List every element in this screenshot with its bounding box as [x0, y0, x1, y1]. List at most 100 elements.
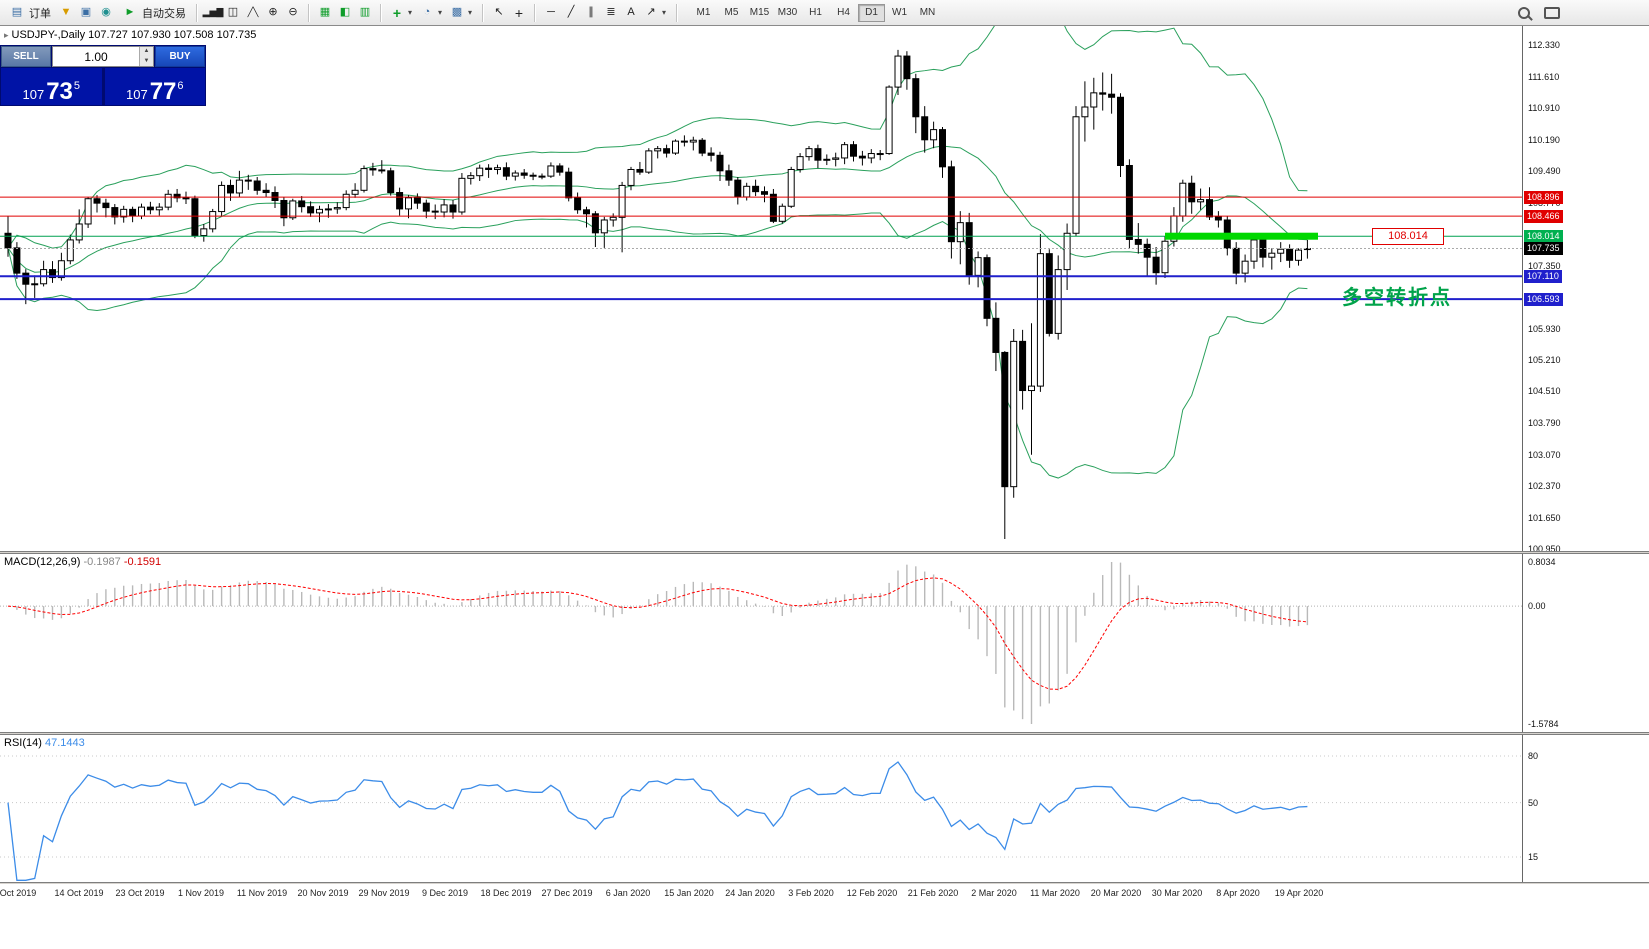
timeframe-button-mn[interactable]: MN	[914, 4, 941, 22]
chevron-down-icon[interactable]: ▾	[468, 8, 473, 17]
volume-spinner: ▲ ▼	[139, 47, 153, 66]
macd-panel[interactable]: MACD(12,26,9) -0.1987 -0.1591	[0, 554, 1522, 732]
panel-splitter[interactable]	[0, 732, 1649, 735]
toolbar-separator	[196, 3, 198, 22]
timeframe-group: M1 M5 M15 M30 H1 H4 D1 W1 MN	[690, 3, 941, 22]
pivot-note-annotation[interactable]: 多空转折点	[1342, 287, 1452, 309]
rsi-axis-label: 50	[1528, 797, 1539, 808]
timeframe-button-w1[interactable]: W1	[886, 4, 913, 22]
date-label: 1 Nov 2019	[177, 888, 225, 898]
timeframe-button-m30[interactable]: M30	[774, 4, 801, 22]
crosshair-icon[interactable]: +	[514, 4, 524, 21]
price-tick: 105.930	[1528, 323, 1561, 334]
volume-increase-button[interactable]: ▲	[140, 47, 153, 57]
cursor-icon[interactable]: ↖	[494, 6, 504, 18]
timeframe-button-h1[interactable]: H1	[802, 4, 829, 22]
cascade-windows-icon[interactable]: ▥	[359, 6, 371, 18]
macd-chart[interactable]	[0, 554, 1522, 732]
grid-icon[interactable]: ▦	[319, 6, 331, 18]
toolbar-separator	[534, 3, 536, 22]
rsi-axis-label: 80	[1528, 751, 1539, 761]
timeframe-button-m5[interactable]: M5	[718, 4, 745, 22]
period-dropdown-icon[interactable]: ◔	[423, 6, 431, 18]
date-label: 30 Mar 2020	[1151, 888, 1203, 898]
buy-button[interactable]: BUY	[155, 46, 205, 67]
template-dropdown-icon[interactable]: ▩	[451, 6, 463, 18]
timeframe-button-h4[interactable]: H4	[830, 4, 857, 22]
date-label: 3 Feb 2020	[788, 888, 834, 898]
timeframe-button-d1[interactable]: D1	[858, 3, 885, 22]
fibonacci-tool-icon[interactable]: ≣	[606, 6, 616, 18]
timeframe-button-m1[interactable]: M1	[690, 4, 717, 22]
price-tick: 107.350	[1528, 260, 1561, 271]
zoom-out-icon[interactable]: ⊖	[288, 6, 298, 18]
date-label: 15 Jan 2020	[664, 888, 714, 898]
sell-price-display[interactable]: 107 73 5	[1, 68, 102, 105]
autotrading-label: 自动交易	[142, 7, 186, 20]
price-level-annotation[interactable]: 108.014	[1372, 228, 1444, 246]
price-axis[interactable]: 112.330111.610110.910110.190109.490108.7…	[1522, 26, 1649, 551]
volume-decrease-button[interactable]: ▼	[140, 56, 153, 66]
line-chart-icon[interactable]: ╱╲	[247, 7, 259, 17]
date-label: 8 Apr 2020	[1216, 888, 1260, 898]
tile-windows-icon[interactable]: ◧	[339, 6, 351, 18]
date-label: 18 Dec 2019	[480, 888, 532, 898]
chevron-down-icon[interactable]: ▾	[438, 8, 443, 17]
autotrading-button[interactable]: ► 自动交易	[117, 2, 190, 24]
chat-icon[interactable]	[1543, 4, 1561, 22]
profile-icon[interactable]: ▣	[80, 6, 92, 18]
macd-label: MACD(12,26,9) -0.1987 -0.1591	[4, 556, 162, 568]
rsi-panel[interactable]: RSI(14) 47.1443	[0, 735, 1522, 882]
panel-splitter[interactable]	[0, 551, 1649, 554]
price-tick: 104.510	[1528, 386, 1561, 397]
price-tag: 106.593	[1524, 292, 1563, 306]
one-click-trading-widget: SELL 1.00 ▲ ▼ BUY 107 73 5 107 77 6	[0, 45, 206, 106]
rsi-chart[interactable]	[0, 735, 1522, 882]
price-tick: 102.370	[1528, 481, 1561, 492]
chevron-down-icon[interactable]: ▾	[662, 8, 667, 17]
date-label: 19 Apr 2020	[1274, 888, 1324, 898]
sell-button[interactable]: SELL	[1, 46, 51, 67]
price-tick: 103.790	[1528, 418, 1561, 429]
candlestick-icon[interactable]: ◫	[227, 6, 239, 18]
price-tick: 111.610	[1528, 71, 1560, 82]
text-tool-icon[interactable]: A	[627, 6, 635, 18]
date-label: 6 Jan 2020	[605, 888, 651, 898]
date-axis[interactable]: Oct 2019 14 Oct 2019 23 Oct 2019 1 Nov 2019…	[0, 884, 1649, 904]
arrow-tool-icon[interactable]: ↗	[646, 6, 656, 18]
buy-price-display[interactable]: 107 77 6	[104, 68, 205, 105]
volume-value: 1.00	[84, 49, 108, 64]
price-tick: 110.910	[1528, 102, 1560, 113]
funnel-icon[interactable]: ▼	[60, 6, 72, 18]
trendline-tool-icon[interactable]: ╱	[567, 6, 575, 18]
panel-splitter[interactable]	[0, 882, 1649, 884]
date-label: 12 Feb 2020	[846, 888, 898, 898]
date-label: 21 Feb 2020	[907, 888, 959, 898]
price-tick: 105.210	[1528, 355, 1561, 366]
play-icon: ►	[124, 6, 136, 18]
timeframe-button-m15[interactable]: M15	[746, 4, 773, 22]
symbol-ohlc-text: USDJPY-,Daily 107.727 107.930 107.508 10…	[11, 29, 257, 41]
date-label: 9 Dec 2019	[421, 888, 469, 898]
top-toolbar: ▤ 订单 ▼ ▣ ◉ ► 自动交易 ▂▅▇ ◫ ╱╲ ⊕ ⊖ ▦ ◧ ▥ + ▾…	[0, 0, 1649, 26]
date-label: 24 Jan 2020	[725, 888, 775, 898]
headset-icon[interactable]: ◉	[101, 6, 111, 18]
horizontal-line-tool-icon[interactable]: ─	[547, 6, 555, 18]
zoom-in-icon[interactable]: ⊕	[268, 6, 278, 18]
price-tag: 108.466	[1524, 209, 1563, 223]
new-chart-dropdown[interactable]: +	[392, 4, 402, 21]
date-label: 20 Nov 2019	[297, 888, 349, 898]
channel-tool-icon[interactable]: ∥	[588, 6, 594, 18]
macd-axis-label: -1.5784	[1528, 719, 1559, 729]
new-order-button[interactable]: ▤ 订单	[4, 2, 55, 24]
price-tick: 109.490	[1528, 165, 1561, 176]
search-icon[interactable]	[1515, 4, 1533, 22]
date-label: 27 Dec 2019	[541, 888, 593, 898]
candlestick-chart[interactable]	[0, 26, 1522, 551]
macd-signal-value: -0.1591	[123, 556, 162, 568]
price-tag: 108.896	[1524, 190, 1563, 204]
volume-input[interactable]: 1.00 ▲ ▼	[52, 46, 154, 67]
bar-chart-icon[interactable]: ▂▅▇	[202, 7, 224, 17]
chevron-down-icon[interactable]: ▾	[408, 8, 413, 17]
main-chart-panel[interactable]: ▸ USDJPY-,Daily 107.727 107.930 107.508 1…	[0, 26, 1522, 551]
